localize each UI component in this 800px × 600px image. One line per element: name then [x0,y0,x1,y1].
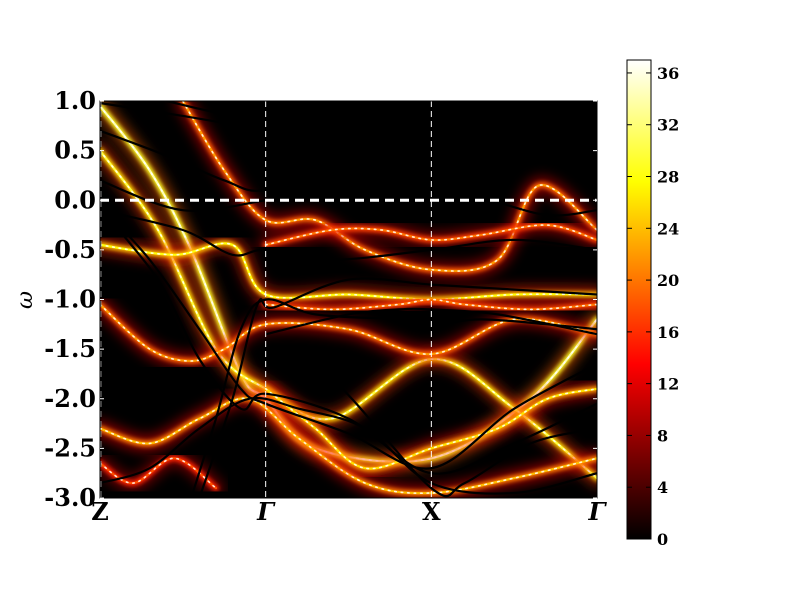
colorbar-tick-label: 32 [657,116,679,135]
colorbar-tick-label: 28 [657,168,679,187]
band-line-1 [100,129,597,192]
spectral-band-8 [100,450,224,497]
spectral-band-3 [100,235,597,308]
x-tick-label: X [422,497,441,526]
colorbar-tick-label: 8 [657,426,668,445]
band-line-11 [100,396,597,495]
spectral-band-7 [100,296,597,370]
band-line-2 [166,101,597,153]
band-line-9 [265,307,597,336]
y-axis: -3.0 -2.5 -2.0 -1.5 -1.0 -0.5 0.0 0.5 1.0 [44,86,597,512]
band-line-5 [100,204,597,470]
colorbar-tick-label: 0 [657,530,668,549]
spectral-band-9 [257,291,597,318]
y-tick-label: 1.0 [54,86,96,115]
band-line-8 [198,277,597,498]
y-tick-label: 0.5 [54,136,96,165]
y-tick-label: -1.0 [44,285,96,314]
plot-content [100,101,597,498]
y-tick-label: 0.0 [54,185,96,214]
spectral-band-6 [257,380,597,477]
y-tick-label: -3.0 [44,483,96,512]
spectral-band-5 [100,390,597,498]
y-tick-label: -0.5 [44,235,96,264]
y-tick-label: -2.0 [44,384,96,413]
x-tick-label: Z [91,497,109,526]
colorbar [626,59,652,540]
band-line-7 [190,298,597,498]
colorbar-tick-label: 16 [657,323,679,342]
colorbar-tick-label: 20 [657,271,679,290]
colorbar-tick-label: 12 [657,375,679,394]
band-line-10 [265,348,597,498]
colorbar-tick-label: 24 [657,219,679,238]
x-tick-label: Γ [587,497,607,526]
y-tick-label: -2.5 [44,433,96,462]
band-line-0 [100,101,597,142]
y-tick-label: -1.5 [44,334,96,363]
band-line-6 [100,207,597,475]
colorbar-axis: 0 4 8 12 16 20 24 28 32 36 [627,64,679,549]
y-axis-label: ω [13,291,38,309]
colorbar-tick-label: 4 [657,478,668,497]
colorbar-tick-label: 36 [657,64,679,83]
x-tick-label: Γ [256,497,276,526]
band-line-4 [100,209,597,261]
band-line-3 [100,179,597,217]
spectral-band-4 [257,217,597,253]
